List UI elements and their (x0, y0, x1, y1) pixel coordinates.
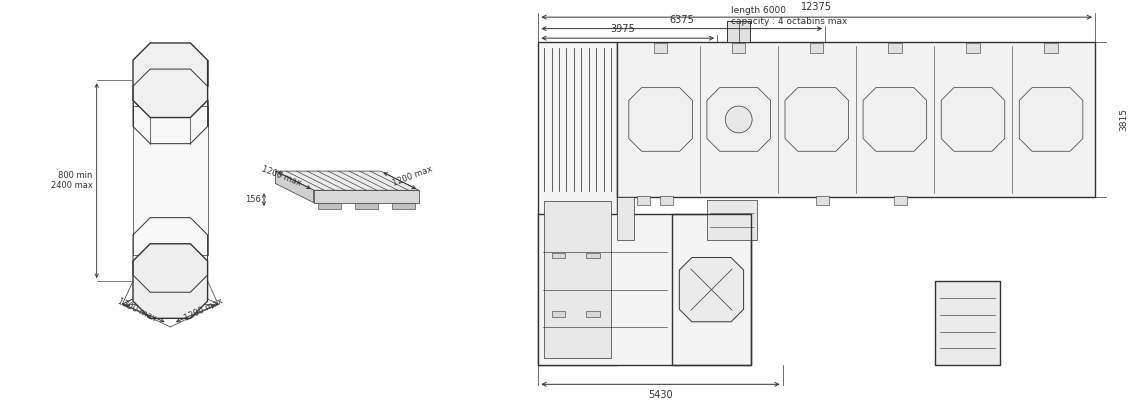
Bar (637, 196, 650, 204)
Bar (732, 43, 746, 52)
Text: 3815: 3815 (1118, 108, 1127, 131)
Text: 5430: 5430 (649, 390, 673, 400)
Bar (894, 196, 907, 204)
Text: 1200 max: 1200 max (392, 164, 434, 188)
Bar (544, 201, 611, 358)
Text: 1200 max: 1200 max (182, 296, 225, 323)
Text: 156: 156 (245, 195, 261, 204)
Bar (811, 43, 823, 52)
Bar (538, 42, 617, 365)
Text: 6375: 6375 (669, 15, 694, 25)
Polygon shape (679, 258, 743, 322)
Polygon shape (1019, 88, 1083, 151)
Bar (888, 43, 902, 52)
Polygon shape (707, 88, 771, 151)
Bar (967, 43, 979, 52)
Bar (727, 21, 750, 42)
Bar (133, 106, 207, 255)
Polygon shape (314, 190, 418, 203)
Bar (586, 253, 600, 258)
Bar (552, 253, 565, 258)
Polygon shape (276, 171, 314, 203)
Polygon shape (942, 88, 1004, 151)
Bar (617, 197, 634, 240)
Bar (673, 214, 750, 365)
Bar (391, 203, 415, 209)
Circle shape (725, 106, 752, 133)
Polygon shape (863, 88, 927, 151)
Bar (318, 203, 341, 209)
Text: length 6000
capacity : 4 octabins max: length 6000 capacity : 4 octabins max (732, 6, 848, 26)
Bar (816, 196, 830, 204)
Bar (355, 203, 377, 209)
Polygon shape (133, 43, 207, 118)
Polygon shape (133, 244, 207, 318)
Polygon shape (629, 88, 692, 151)
Polygon shape (785, 88, 848, 151)
Bar (586, 311, 600, 316)
Text: 12375: 12375 (801, 2, 832, 12)
Text: 1200 max: 1200 max (260, 164, 302, 188)
Bar (1044, 43, 1058, 52)
Bar (935, 281, 1000, 365)
Bar (617, 42, 1094, 197)
Text: 800 min
2400 max: 800 min 2400 max (51, 171, 92, 190)
Bar (660, 196, 674, 204)
Text: 3975: 3975 (611, 24, 635, 34)
Bar (538, 214, 750, 365)
Polygon shape (276, 171, 418, 190)
Bar (654, 43, 667, 52)
Text: 1200 max: 1200 max (116, 296, 158, 323)
Bar (552, 311, 565, 316)
Bar (707, 200, 757, 240)
